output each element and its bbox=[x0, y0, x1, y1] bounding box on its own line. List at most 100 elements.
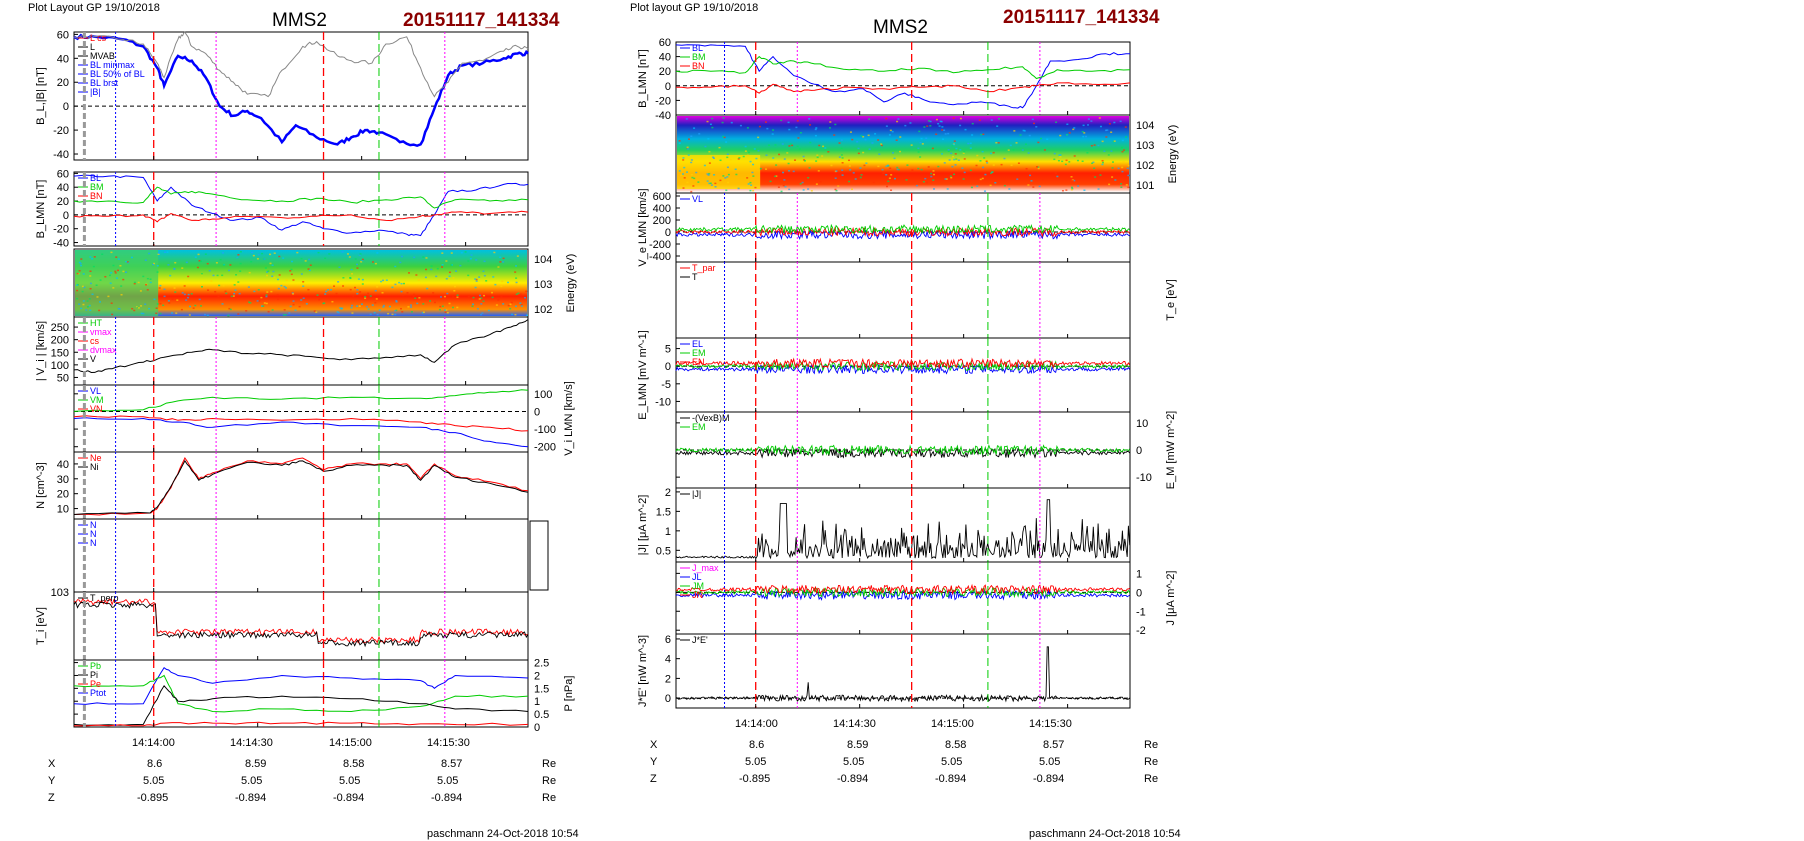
y-tick-label: 20 bbox=[57, 196, 69, 208]
spectrogram-cell bbox=[862, 136, 865, 138]
spectrogram-cell bbox=[1082, 135, 1085, 138]
spectrogram-cell bbox=[92, 265, 95, 268]
spectrogram-cell bbox=[199, 305, 202, 307]
spectrogram-cell bbox=[1110, 131, 1113, 133]
spectrogram-cell bbox=[271, 275, 274, 278]
spectrogram-cell bbox=[285, 279, 288, 281]
spectrogram-cell bbox=[229, 264, 232, 266]
spectrogram-cell bbox=[136, 306, 139, 309]
spectrogram-cell bbox=[687, 138, 690, 140]
spectrogram-cell bbox=[395, 309, 398, 312]
legend-label: Pe bbox=[90, 679, 101, 689]
spectrogram-cell bbox=[816, 156, 819, 159]
spectrogram-cell bbox=[144, 303, 147, 305]
spectrogram-cell bbox=[889, 167, 892, 170]
legend-label: BL brst bbox=[90, 78, 119, 88]
spectrogram-cell bbox=[709, 182, 712, 185]
spectrogram-cell bbox=[749, 181, 752, 184]
spectrogram-cell bbox=[1059, 154, 1062, 156]
spectrogram-cell bbox=[698, 133, 701, 135]
spectrogram-cell bbox=[803, 160, 806, 162]
spectrogram-cell bbox=[686, 181, 689, 184]
spectrogram-cell bbox=[451, 296, 454, 298]
y-tick-label: 104 bbox=[534, 254, 552, 266]
spectrogram-cell bbox=[158, 287, 161, 289]
spectrogram-cell bbox=[78, 303, 81, 305]
series-line bbox=[675, 363, 1131, 375]
spectrogram-cell bbox=[372, 261, 375, 263]
spectrogram-cell bbox=[930, 172, 933, 175]
spectrogram-cell bbox=[1103, 150, 1106, 152]
spectrogram-cell bbox=[276, 278, 279, 281]
spectrogram-cell bbox=[897, 118, 900, 120]
spectrogram-cell bbox=[89, 256, 92, 258]
spectrogram-cell bbox=[947, 150, 950, 152]
spectrogram-cell bbox=[350, 306, 353, 309]
spectrogram-cell bbox=[949, 175, 952, 177]
spectrogram-cell bbox=[788, 128, 791, 131]
spectrogram-cell bbox=[76, 297, 79, 300]
series-line bbox=[73, 600, 529, 648]
spectrogram-cell bbox=[349, 277, 352, 280]
y-tick-label: 102 bbox=[534, 304, 552, 316]
panel-frame bbox=[73, 316, 529, 386]
legend-label: BN bbox=[692, 61, 705, 71]
spectrogram-cell bbox=[86, 300, 89, 302]
y-axis-label: E_M [mW m^-2] bbox=[1165, 411, 1177, 490]
spectrogram-cell bbox=[221, 274, 224, 277]
spectrogram-cell bbox=[961, 167, 964, 169]
spectrogram-cell bbox=[387, 312, 390, 315]
spectrogram-cell bbox=[1090, 120, 1093, 122]
legend-label: EN bbox=[692, 357, 705, 367]
spectrogram-cell bbox=[1099, 125, 1102, 128]
y-tick-label: 1 bbox=[1136, 568, 1142, 580]
spectrogram-cell bbox=[82, 300, 85, 302]
spectrogram-cell bbox=[807, 176, 810, 179]
spectrogram-cell bbox=[709, 123, 712, 126]
spectrogram-cell bbox=[975, 164, 978, 167]
y-axis-label: J*E' [nW m^-3] bbox=[637, 635, 649, 707]
spectrogram-cell bbox=[164, 251, 167, 253]
spectrogram-cell bbox=[81, 285, 84, 288]
spectrogram-cell bbox=[941, 129, 944, 131]
spectrogram-cell bbox=[1007, 149, 1010, 151]
spectrogram-cell bbox=[1125, 136, 1128, 138]
spectrogram-cell bbox=[85, 309, 88, 311]
spectrogram-cell bbox=[497, 299, 500, 301]
spectrogram-cell bbox=[302, 281, 305, 283]
spectrogram-cell bbox=[120, 293, 123, 296]
spectrogram-cell bbox=[307, 268, 310, 270]
spectrogram-cell bbox=[834, 123, 837, 126]
spectrogram-cell bbox=[409, 304, 412, 306]
spectrogram-cell bbox=[430, 265, 433, 267]
position-value: 5.05 bbox=[745, 756, 766, 768]
spectrogram-cell bbox=[859, 176, 862, 179]
spectrogram-cell bbox=[142, 312, 145, 315]
spectrogram-cell bbox=[678, 170, 681, 172]
series-line bbox=[73, 31, 529, 98]
spectrogram-cell bbox=[747, 183, 750, 185]
position-value: -0.895 bbox=[137, 792, 168, 804]
spectrogram-cell bbox=[422, 311, 425, 313]
spectrogram-cell bbox=[515, 281, 518, 284]
spectrogram-cell bbox=[818, 144, 821, 147]
spectrogram-cell bbox=[881, 168, 884, 171]
spectrogram-cell bbox=[190, 293, 193, 295]
spectrogram-cell bbox=[400, 290, 403, 293]
spectrogram-cell bbox=[159, 312, 162, 315]
spectrogram-cell bbox=[937, 122, 940, 125]
spectrogram-cell bbox=[359, 291, 362, 293]
spectrogram-cell bbox=[920, 168, 923, 171]
spectrogram-cell bbox=[171, 312, 174, 314]
spectrogram-cell bbox=[271, 264, 274, 267]
series-line bbox=[73, 457, 529, 516]
spectrogram-cell bbox=[514, 305, 517, 308]
spectrogram-cell bbox=[257, 253, 260, 256]
spectrogram-cell bbox=[499, 256, 502, 259]
spectrogram-cell bbox=[356, 263, 359, 266]
spectrogram-cell bbox=[1111, 176, 1114, 178]
legend-label: T bbox=[692, 272, 698, 282]
y-tick-label: 200 bbox=[653, 215, 671, 227]
spectrogram-cell bbox=[417, 279, 420, 281]
spectrogram-cell bbox=[1038, 185, 1041, 188]
